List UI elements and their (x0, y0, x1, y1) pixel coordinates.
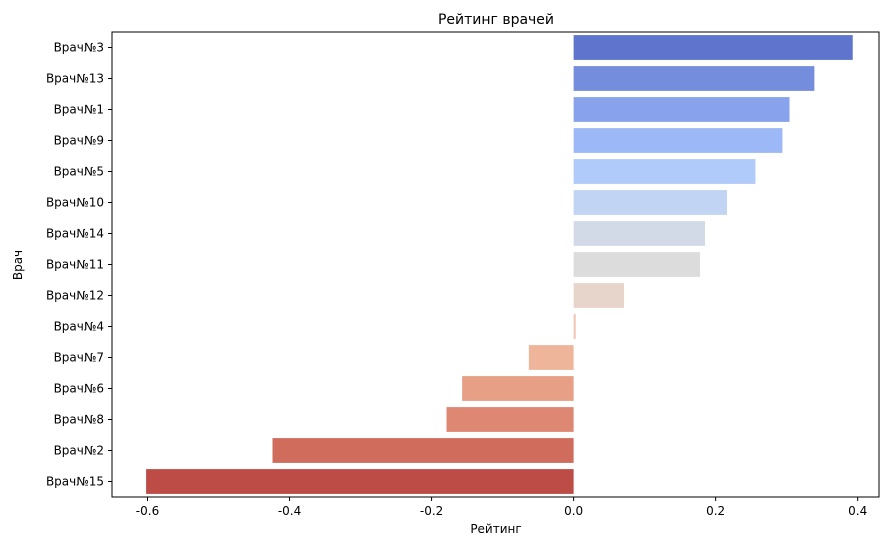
bar-8 (573, 252, 701, 277)
bar-4 (573, 128, 783, 153)
bar-13 (446, 407, 574, 432)
y-tick-label: Врач№6 (54, 382, 104, 396)
bar-2 (573, 66, 815, 91)
x-tick-label: 0.4 (848, 504, 867, 518)
bar-9 (573, 283, 625, 308)
y-tick-label: Врач№8 (54, 413, 104, 427)
x-axis-title: Рейтинг (470, 522, 521, 536)
y-tick-label: Врач№15 (46, 475, 104, 489)
y-tick-label: Врач№10 (46, 196, 104, 210)
bar-12 (462, 376, 574, 401)
y-tick-label: Врач№2 (54, 444, 104, 458)
y-tick-label: Врач№14 (46, 227, 104, 241)
y-tick-label: Врач№9 (54, 134, 104, 148)
bar-6 (573, 190, 728, 215)
plot-frame (111, 31, 880, 498)
y-tick-label: Врач№3 (54, 41, 104, 55)
x-tick-label: -0.6 (136, 504, 159, 518)
bar-14 (272, 438, 574, 463)
bar-15 (146, 469, 574, 494)
bar-1 (573, 35, 853, 60)
y-tick-label: Врач№11 (46, 258, 104, 272)
y-ticks: Врач№3 Врач№13 Врач№1 Врач№9 Врач№5 Врач№10 Вр… (46, 41, 112, 489)
x-tick-label: 0.0 (564, 504, 583, 518)
bar-10 (573, 314, 576, 339)
x-tick-label: -0.4 (278, 504, 301, 518)
bar-7 (573, 221, 706, 246)
y-axis-title: Врач (11, 250, 25, 280)
y-tick-label: Врач№13 (46, 72, 104, 86)
y-tick-label: Врач№5 (54, 165, 104, 179)
y-tick-label: Врач№7 (54, 351, 104, 365)
bar-11 (528, 345, 574, 370)
x-tick-label: 0.2 (706, 504, 725, 518)
y-tick-label: Врач№1 (54, 103, 104, 117)
y-tick-label: Врач№12 (46, 289, 104, 303)
chart-title: Рейтинг врачей (438, 12, 554, 28)
x-ticks: -0.6 -0.4 -0.2 0.0 0.2 0.4 (136, 497, 867, 518)
bar-5 (573, 159, 756, 184)
x-tick-label: -0.2 (420, 504, 443, 518)
y-tick-label: Врач№4 (54, 320, 104, 334)
bars-group (146, 35, 853, 494)
bar-3 (573, 97, 790, 122)
